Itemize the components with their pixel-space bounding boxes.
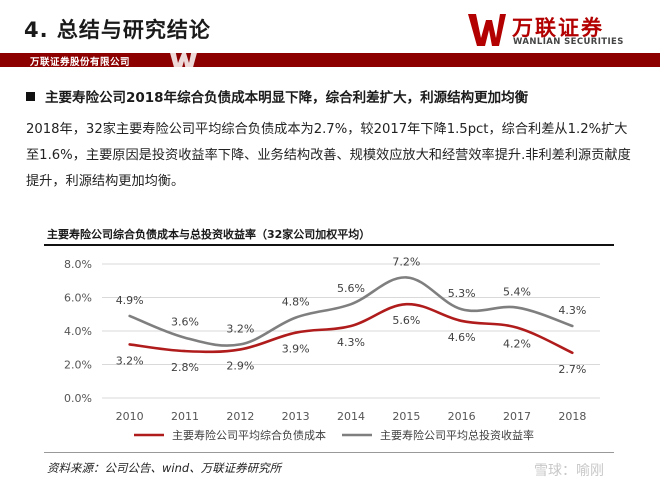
data-label: 5.3% (448, 287, 476, 300)
section-headline: 主要寿险公司2018年综合负债成本明显下降，综合利差扩大，利源结构更加均衡 (26, 86, 528, 106)
x-tick-label: 2012 (226, 410, 254, 423)
x-tick-label: 2010 (116, 410, 144, 423)
data-label: 4.8% (282, 296, 310, 309)
x-tick-label: 2014 (337, 410, 365, 423)
y-tick-label: 2.0% (64, 359, 92, 372)
watermark: 雪球：喻刚 (534, 463, 604, 479)
chart-title-rule (44, 244, 614, 246)
slide-title: 4. 总结与研究结论 (24, 18, 211, 42)
data-label: 4.3% (337, 336, 365, 349)
headline-text: 主要寿险公司2018年综合负债成本明显下降，综合利差扩大，利源结构更加均衡 (45, 90, 529, 106)
data-label: 4.2% (503, 338, 531, 351)
data-label: 7.2% (392, 255, 420, 268)
y-tick-label: 6.0% (64, 292, 92, 305)
body-text: 2018年，32家主要寿险公司平均综合负债成本为2.7%，较2017年下降1.5… (26, 122, 631, 189)
banner-w-icon (169, 49, 198, 71)
source-note: 资料来源：公司公告、wind、万联证券研究所 (47, 461, 282, 475)
body-paragraph: 2018年，32家主要寿险公司平均综合负债成本为2.7%，较2017年下降1.5… (26, 117, 638, 195)
x-tick-label: 2015 (392, 410, 420, 423)
data-label: 3.2% (116, 354, 144, 367)
line-chart: 0.0% 2.0% 4.0% 6.0% 8.0% 2010 2011 2012 2013 2014… (64, 255, 600, 442)
logo-w-icon (468, 14, 506, 46)
legend-label: 主要寿险公司平均总投资收益率 (380, 428, 534, 442)
data-label: 2.9% (226, 359, 254, 372)
x-tick-label: 2018 (558, 410, 586, 423)
data-label: 3.2% (226, 322, 254, 335)
header-banner (0, 53, 660, 67)
data-label: 2.7% (558, 363, 586, 376)
company-logo: 万联证券 WANLIAN SECURITIES (466, 10, 646, 50)
logo-text-en: WANLIAN SECURITIES (513, 37, 624, 47)
legend-label: 主要寿险公司平均综合负债成本 (172, 428, 326, 442)
x-tick-label: 2017 (503, 410, 531, 423)
x-tick-label: 2016 (448, 410, 476, 423)
data-label: 3.9% (282, 343, 310, 356)
data-label: 4.9% (116, 294, 144, 307)
series-line (128, 276, 574, 347)
x-tick-label: 2011 (171, 410, 199, 423)
y-tick-label: 8.0% (64, 258, 92, 271)
y-tick-label: 0.0% (64, 392, 92, 405)
banner-company-name: 万联证券股份有限公司 (30, 57, 131, 68)
x-tick-label: 2013 (282, 410, 310, 423)
bullet-square-icon (26, 92, 35, 101)
logo-text-cn: 万联证券 (512, 16, 604, 40)
footer-rule (44, 452, 614, 453)
data-label: 5.6% (337, 282, 365, 295)
chart-title: 主要寿险公司综合负债成本与总投资收益率（32家公司加权平均） (47, 228, 371, 241)
data-label: 5.6% (392, 314, 420, 327)
data-label: 5.4% (503, 286, 531, 299)
y-tick-label: 4.0% (64, 325, 92, 338)
data-label: 4.6% (448, 331, 476, 344)
data-label: 2.8% (171, 361, 199, 374)
series-line (128, 302, 574, 355)
data-label: 4.3% (558, 304, 586, 317)
data-label: 3.6% (171, 316, 199, 329)
